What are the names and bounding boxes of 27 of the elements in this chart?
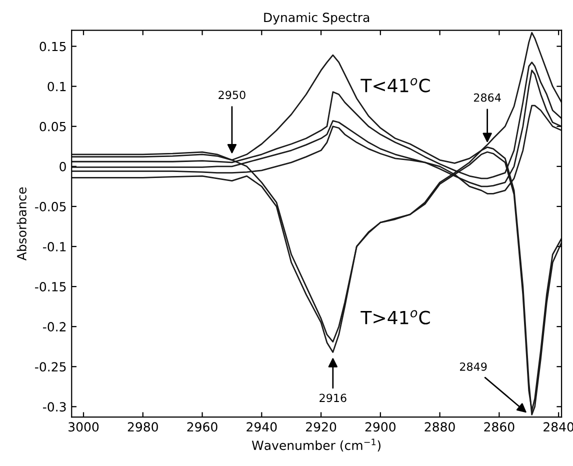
chart-title: Dynamic Spectra: [264, 12, 370, 25]
y-tick-label: -0.25: [35, 362, 66, 372]
annotation: 2864: [474, 93, 501, 102]
annotation: T<41$^{o}$C: [360, 78, 430, 92]
x-tick-label: 2880: [424, 422, 455, 432]
annotation: T>41$^{o}$C: [360, 310, 430, 324]
x-tick-label: 2920: [306, 422, 336, 432]
y-tick-label: 0: [60, 162, 66, 172]
y-tick-label: -0.05: [35, 202, 66, 212]
annotation: 2950: [218, 90, 246, 100]
x-tick-label: 2960: [187, 422, 218, 432]
y-tick-label: -0.15: [35, 282, 66, 292]
x-tick-label: 2860: [484, 422, 514, 432]
x-tick-label: 3000: [68, 422, 99, 432]
annotation: 2916: [320, 394, 346, 402]
y-tick-label: 0.15: [40, 42, 66, 52]
x-tick-label: 2980: [128, 422, 158, 432]
y-tick-label: 0.05: [40, 122, 66, 132]
y-tick-label: -0.3: [42, 402, 66, 412]
x-tick-label: 2900: [365, 422, 396, 432]
y-tick-label: 0.1: [48, 82, 66, 92]
x-axis-title: Wavenumber (cm$^{−1}$): [252, 438, 380, 452]
x-tick-label: 2940: [246, 422, 277, 432]
y-axis-title: Absorbance: [16, 187, 26, 261]
annotation: 2849: [460, 362, 487, 371]
y-tick-label: -0.1: [42, 242, 66, 252]
y-tick-label: -0.2: [42, 322, 66, 332]
